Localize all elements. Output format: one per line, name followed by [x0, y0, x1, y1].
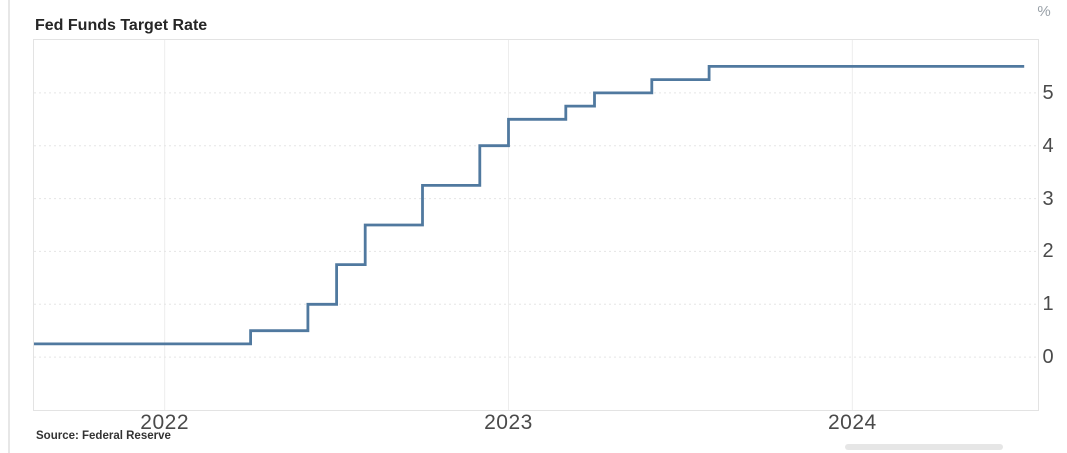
y-tick-label: 1	[1042, 293, 1054, 316]
y-axis-unit-label: %	[1037, 3, 1051, 20]
chart-canvas[interactable]	[34, 40, 1038, 410]
x-tick-label: 2023	[484, 411, 533, 434]
x-tick-label: 2022	[140, 411, 190, 434]
y-tick-label: 4	[1042, 134, 1054, 157]
rate-step-line	[34, 65, 1025, 346]
y-tick-label: 5	[1042, 81, 1054, 104]
source-caption: Source: Federal Reserve	[36, 430, 171, 442]
x-tick-label: 2024	[827, 411, 877, 434]
y-tick-label: 3	[1042, 187, 1054, 210]
y-tick-label: 2	[1042, 240, 1054, 263]
plot-area[interactable]	[33, 39, 1039, 411]
page-edge-line	[8, 0, 10, 453]
chart-title: Fed Funds Target Rate	[35, 17, 208, 34]
y-tick-label: 0	[1042, 346, 1054, 369]
scrollbar-thumb[interactable]	[845, 444, 1003, 450]
